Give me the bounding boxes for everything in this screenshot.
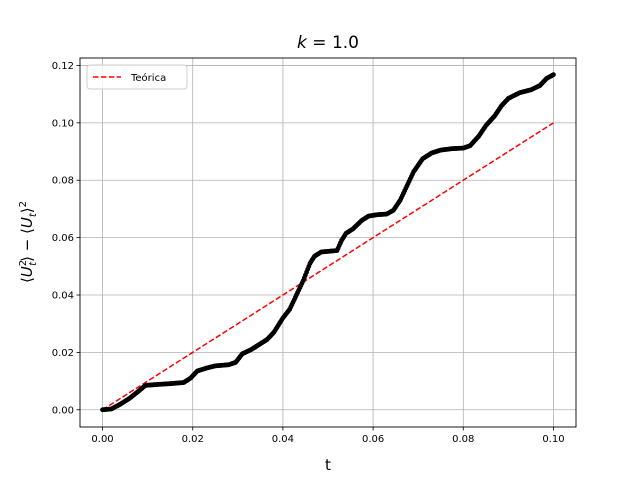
y-axis-label: ⟨U2t⟩ − ⟨Ut⟩2	[18, 201, 39, 283]
x-axis-ticks: 0.00 0.02 0.04 0.06 0.08 0.10	[91, 427, 565, 445]
x-tick-label: 0.10	[542, 434, 564, 445]
y-tick-label: 0.06	[52, 233, 74, 244]
y-tick-label: 0.08	[52, 176, 74, 187]
x-tick-label: 0.08	[452, 434, 474, 445]
chart-title-value: 1.0	[332, 33, 359, 53]
y-label-sup2: 2	[18, 201, 29, 207]
legend-label-theory: Teórica	[130, 72, 166, 84]
axes-frame	[79, 57, 577, 428]
grid-lines	[80, 58, 576, 427]
chart-title-variable: k	[297, 33, 308, 53]
theory-line-group	[102, 122, 554, 411]
y-tick-label: 0.12	[52, 61, 74, 72]
x-tick-label: 0.04	[272, 434, 294, 445]
chart-title: k = 1.0	[297, 33, 359, 53]
y-label-sub1: t	[28, 261, 39, 266]
x-tick-label: 0.02	[182, 434, 204, 445]
y-label-sub2: t	[28, 212, 39, 217]
y-axis-ticks: 0.00 0.02 0.04 0.06 0.08 0.10 0.12	[52, 61, 80, 416]
y-label-close: ⟩	[18, 207, 36, 213]
x-axis-label: t	[325, 456, 331, 474]
chart-title-equals: =	[307, 33, 332, 53]
y-label-sup1: 2	[18, 260, 29, 266]
legend: Teórica	[86, 64, 188, 90]
y-tick-label: 0.00	[52, 405, 74, 416]
theory-line	[102, 122, 554, 411]
data-point	[551, 72, 556, 78]
y-label-open: ⟨	[18, 277, 36, 283]
y-label-mid: ⟩ − ⟨	[18, 228, 36, 262]
legend-box	[86, 64, 188, 90]
y-label-u1: U	[18, 266, 36, 277]
data-markers-group	[100, 72, 556, 413]
plot-area	[80, 58, 576, 427]
y-tick-label: 0.10	[52, 118, 74, 129]
x-tick-label: 0.00	[91, 434, 113, 445]
y-label-u2: U	[18, 217, 36, 228]
y-tick-label: 0.02	[52, 348, 74, 359]
x-tick-label: 0.06	[362, 434, 384, 445]
y-tick-label: 0.04	[52, 291, 74, 302]
